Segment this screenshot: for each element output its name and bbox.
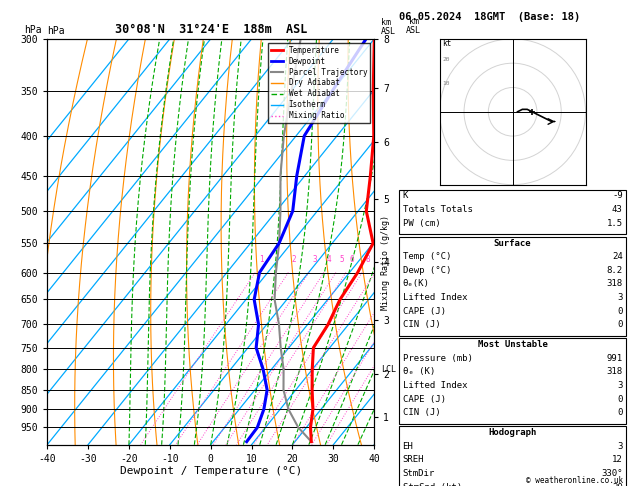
- Text: Temp (°C): Temp (°C): [403, 252, 451, 261]
- Text: Hodograph: Hodograph: [489, 428, 537, 437]
- Text: 1: 1: [259, 255, 264, 264]
- Text: 20: 20: [612, 483, 623, 486]
- Text: 10: 10: [442, 81, 450, 87]
- Text: 6: 6: [349, 255, 353, 264]
- Text: StmDir: StmDir: [403, 469, 435, 478]
- Text: hPa: hPa: [47, 26, 65, 36]
- Text: 1.5: 1.5: [606, 219, 623, 228]
- Text: 3: 3: [617, 381, 623, 390]
- Text: CIN (J): CIN (J): [403, 320, 440, 330]
- X-axis label: Dewpoint / Temperature (°C): Dewpoint / Temperature (°C): [120, 467, 302, 476]
- Text: θₑ (K): θₑ (K): [403, 367, 435, 377]
- Text: 0: 0: [617, 307, 623, 316]
- Text: 0: 0: [617, 320, 623, 330]
- Text: 3: 3: [617, 442, 623, 451]
- Text: CIN (J): CIN (J): [403, 408, 440, 417]
- Text: 30°08'N  31°24'E  188m  ASL: 30°08'N 31°24'E 188m ASL: [114, 23, 307, 36]
- Text: 4: 4: [327, 255, 331, 264]
- Text: 0: 0: [617, 395, 623, 404]
- Legend: Temperature, Dewpoint, Parcel Trajectory, Dry Adiabat, Wet Adiabat, Isotherm, Mi: Temperature, Dewpoint, Parcel Trajectory…: [268, 43, 370, 123]
- Text: 2: 2: [292, 255, 296, 264]
- Text: K: K: [403, 191, 408, 201]
- Text: Mixing Ratio (g/kg): Mixing Ratio (g/kg): [381, 215, 390, 310]
- Text: 330°: 330°: [601, 469, 623, 478]
- Text: CAPE (J): CAPE (J): [403, 395, 445, 404]
- Text: 24: 24: [612, 252, 623, 261]
- Text: Lifted Index: Lifted Index: [403, 293, 467, 302]
- Text: SREH: SREH: [403, 455, 424, 465]
- Text: 3: 3: [617, 293, 623, 302]
- Text: km
ASL: km ASL: [381, 18, 396, 36]
- Text: hPa: hPa: [25, 25, 42, 35]
- Text: θₑ(K): θₑ(K): [403, 279, 430, 289]
- Text: PW (cm): PW (cm): [403, 219, 440, 228]
- Text: Surface: Surface: [494, 239, 532, 248]
- Text: Pressure (mb): Pressure (mb): [403, 354, 472, 363]
- Text: 5: 5: [339, 255, 343, 264]
- Text: 12: 12: [612, 455, 623, 465]
- Text: km
ASL: km ASL: [406, 17, 421, 35]
- Text: 0: 0: [617, 408, 623, 417]
- Text: Lifted Index: Lifted Index: [403, 381, 467, 390]
- Text: EH: EH: [403, 442, 413, 451]
- Text: 991: 991: [606, 354, 623, 363]
- Text: 8: 8: [365, 255, 370, 264]
- Text: -9: -9: [612, 191, 623, 201]
- Text: CAPE (J): CAPE (J): [403, 307, 445, 316]
- Text: Totals Totals: Totals Totals: [403, 205, 472, 214]
- Text: 3: 3: [312, 255, 317, 264]
- Text: 20: 20: [442, 57, 450, 62]
- Text: © weatheronline.co.uk: © weatheronline.co.uk: [526, 476, 623, 485]
- Text: LCL: LCL: [381, 365, 396, 374]
- Text: Dewp (°C): Dewp (°C): [403, 266, 451, 275]
- Text: Most Unstable: Most Unstable: [477, 340, 548, 349]
- Text: StmSpd (kt): StmSpd (kt): [403, 483, 462, 486]
- Text: 318: 318: [606, 279, 623, 289]
- Text: 06.05.2024  18GMT  (Base: 18): 06.05.2024 18GMT (Base: 18): [399, 12, 581, 22]
- Text: 43: 43: [612, 205, 623, 214]
- Text: kt: kt: [442, 39, 452, 48]
- Text: 8.2: 8.2: [606, 266, 623, 275]
- Text: 318: 318: [606, 367, 623, 377]
